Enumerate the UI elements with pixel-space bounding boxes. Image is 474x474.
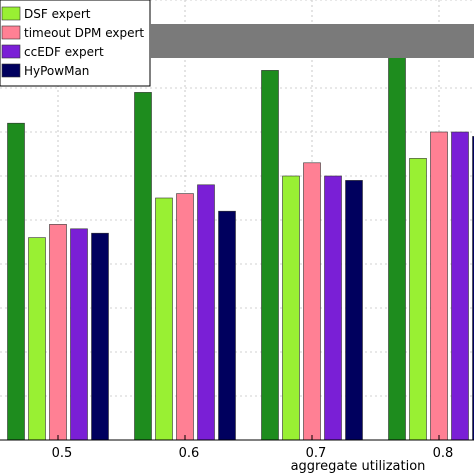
bar-timeout-dpm-expert-0-7 xyxy=(303,162,321,441)
x-tick-label: 0.8 xyxy=(433,446,454,461)
legend-label: timeout DPM expert xyxy=(24,26,144,40)
bar-series-0-0-7 xyxy=(261,70,279,441)
legend-label: DSF expert xyxy=(24,7,91,21)
bars-group xyxy=(7,34,474,441)
bar-dsf-expert-0-8 xyxy=(409,158,427,441)
bar-dsf-expert-0-5 xyxy=(28,237,46,441)
bar-timeout-dpm-expert-0-6 xyxy=(176,193,194,441)
bar-hypowman-0-5 xyxy=(91,232,109,441)
bar-ccedf-expert-0-5 xyxy=(70,228,88,441)
bar-ccedf-expert-0-8 xyxy=(451,131,469,441)
x-tick-label: 0.6 xyxy=(179,446,200,461)
bar-hypowman-0-6 xyxy=(218,210,236,441)
bar-timeout-dpm-expert-0-8 xyxy=(430,131,448,441)
legend-label: ccEDF expert xyxy=(24,45,104,59)
legend-swatch xyxy=(1,63,21,78)
bar-dsf-expert-0-7 xyxy=(282,175,300,441)
bar-ccedf-expert-0-6 xyxy=(197,184,215,441)
legend-swatch xyxy=(1,44,21,59)
bar-hypowman-0-8 xyxy=(472,136,474,441)
x-tick-labels: 0.5 0.6 0.7 0.8 xyxy=(52,435,454,461)
x-axis-label: aggregate utilization xyxy=(291,459,426,474)
legend: DSF expert timeout DPM expert ccEDF expert… xyxy=(0,0,474,87)
bar-ccedf-expert-0-7 xyxy=(324,175,342,441)
legend-swatch xyxy=(1,25,21,40)
x-tick-label: 0.7 xyxy=(306,446,327,461)
bar-hypowman-0-7 xyxy=(345,180,363,441)
bar-series-0-0-6 xyxy=(134,92,152,441)
bar-dsf-expert-0-6 xyxy=(155,197,173,441)
legend-overlap-strip xyxy=(150,24,474,58)
legend-swatch xyxy=(1,6,21,21)
x-tick-label: 0.5 xyxy=(52,446,73,461)
bar-timeout-dpm-expert-0-5 xyxy=(49,224,67,441)
bar-series-0-0-5 xyxy=(7,122,25,441)
bar-series-0-0-8 xyxy=(388,34,406,441)
legend-label: HyPowMan xyxy=(24,64,89,78)
